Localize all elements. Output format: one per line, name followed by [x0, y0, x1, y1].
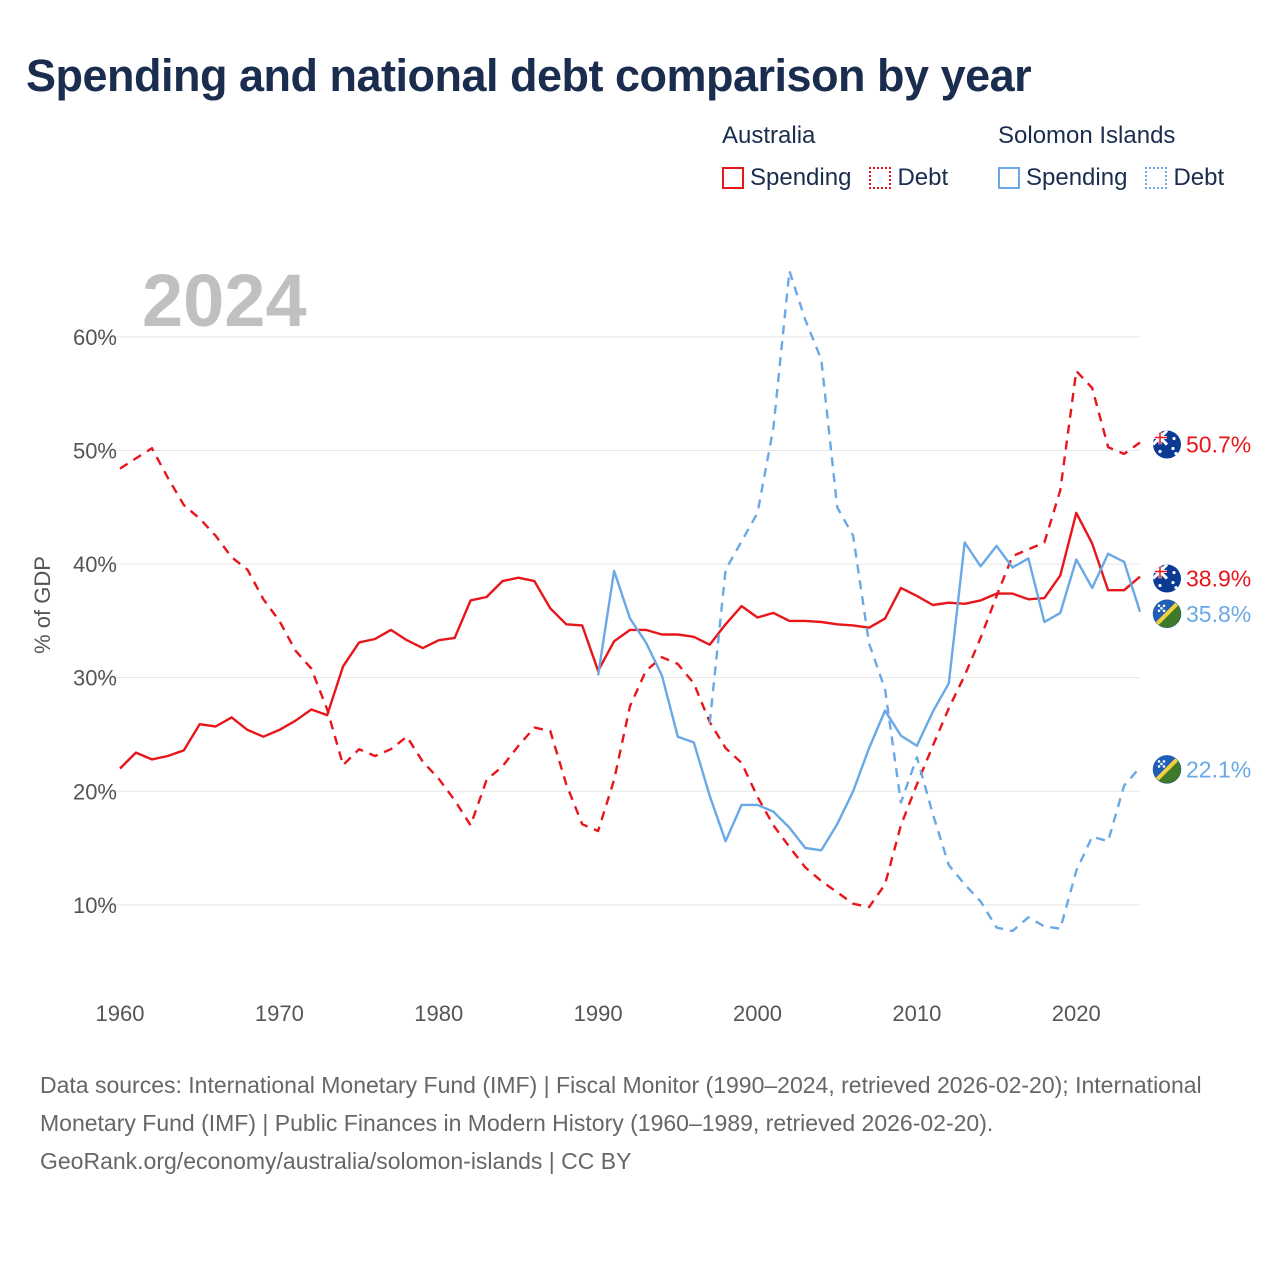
- end-value-label: 50.7%: [1186, 432, 1251, 458]
- footer: Data sources: International Monetary Fun…: [40, 1066, 1240, 1180]
- y-tick-label: 30%: [73, 666, 117, 691]
- legend-australia-debt[interactable]: Debt: [869, 164, 948, 192]
- line-chart: 10% 20% 30% 40% 50% 60% 1960 1970 1980 1990 2000 20…: [30, 269, 1251, 1026]
- series-line-solomon-islands-debt[interactable]: [708, 269, 1141, 933]
- x-tick-label: 1980: [414, 1001, 463, 1026]
- y-tick-label: 10%: [73, 893, 117, 918]
- x-tick-label: 1990: [574, 1001, 623, 1026]
- chart-title: Spending and national debt comparison by…: [26, 50, 1032, 101]
- australia-flag-icon: [1153, 564, 1181, 593]
- axes: 10% 20% 30% 40% 50% 60% 1960 1970 1980 1990 2000 20…: [73, 325, 1101, 1026]
- x-tick-label: 2020: [1052, 1001, 1101, 1026]
- y-tick-label: 60%: [73, 325, 117, 350]
- x-tick-label: 1960: [96, 1001, 145, 1026]
- legend-australia-spending[interactable]: Spending: [722, 164, 851, 192]
- series: [119, 269, 1142, 933]
- legend-solomon-debt[interactable]: Debt: [1145, 164, 1224, 192]
- year-indicator: 2024: [142, 259, 307, 342]
- end-value-label: 35.8%: [1186, 601, 1251, 627]
- end-value-label: 22.1%: [1186, 756, 1251, 782]
- x-tick-label: 2000: [733, 1001, 782, 1026]
- y-tick-label: 20%: [73, 779, 117, 804]
- series-line-australia-debt[interactable]: [119, 369, 1141, 909]
- legend-australia: Australia Spending Debt: [722, 122, 966, 192]
- x-tick-label: 2010: [892, 1001, 941, 1026]
- dotted-line-swatch-icon: [1145, 167, 1168, 189]
- solomon-islands-flag-icon: [1152, 599, 1182, 629]
- grid-lines: [100, 336, 1140, 906]
- series-line-solomon-islands-spending[interactable]: [596, 541, 1142, 852]
- credit-link[interactable]: GeoRank.org/economy/australia/solomon-is…: [40, 1148, 632, 1174]
- legend-solomon-islands: Solomon Islands Spending Debt: [998, 122, 1242, 192]
- legend-australia-spending-label: Spending: [750, 164, 852, 191]
- x-tick-label: 1970: [255, 1001, 304, 1026]
- y-tick-label: 50%: [73, 438, 117, 463]
- solid-line-swatch-icon: [998, 167, 1020, 189]
- dotted-line-swatch-icon: [869, 167, 892, 189]
- end-value-label: 38.9%: [1186, 566, 1251, 592]
- series-line-australia-spending[interactable]: [119, 511, 1141, 770]
- solid-line-swatch-icon: [722, 167, 744, 189]
- legend-solomon-debt-label: Debt: [1173, 164, 1225, 191]
- legend-solomon-spending[interactable]: Spending: [998, 164, 1127, 192]
- y-tick-label: 40%: [73, 552, 117, 577]
- australia-flag-icon: [1153, 430, 1181, 459]
- legend-country-australia: Australia: [722, 122, 816, 149]
- legend-australia-debt-label: Debt: [897, 164, 949, 191]
- legend-country-solomon-islands: Solomon Islands: [998, 122, 1176, 149]
- y-axis-label: % of GDP: [30, 556, 55, 654]
- data-sources: Data sources: International Monetary Fun…: [40, 1072, 1202, 1136]
- legend-solomon-spending-label: Spending: [1026, 164, 1128, 191]
- solomon-islands-flag-icon: [1152, 755, 1182, 784]
- end-labels: 50.7% 38.9% 35.8% 22.1%: [1152, 430, 1251, 784]
